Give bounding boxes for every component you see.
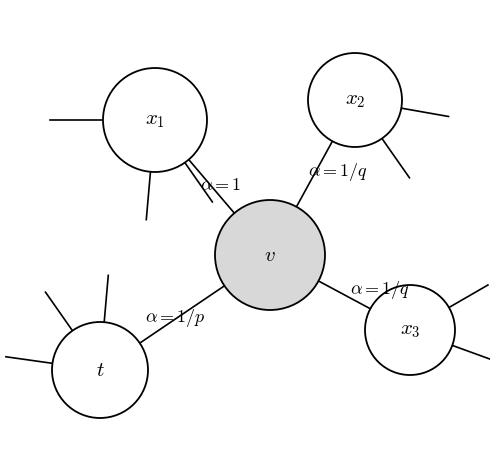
- Circle shape: [215, 200, 325, 310]
- Text: $\alpha = 1/p$: $\alpha = 1/p$: [145, 307, 206, 329]
- Text: $\alpha = 1/q$: $\alpha = 1/q$: [350, 279, 410, 301]
- Text: $t$: $t$: [96, 360, 104, 380]
- Circle shape: [365, 285, 455, 375]
- Circle shape: [308, 53, 402, 147]
- Text: $x_2$: $x_2$: [345, 90, 365, 110]
- Circle shape: [103, 68, 207, 172]
- Circle shape: [52, 322, 148, 418]
- Text: $x_1$: $x_1$: [145, 110, 165, 130]
- Text: $\alpha = 1/q$: $\alpha = 1/q$: [308, 161, 368, 183]
- Text: $x_3$: $x_3$: [400, 320, 420, 340]
- Text: $\alpha = 1$: $\alpha = 1$: [200, 176, 242, 194]
- Text: $v$: $v$: [264, 245, 276, 265]
